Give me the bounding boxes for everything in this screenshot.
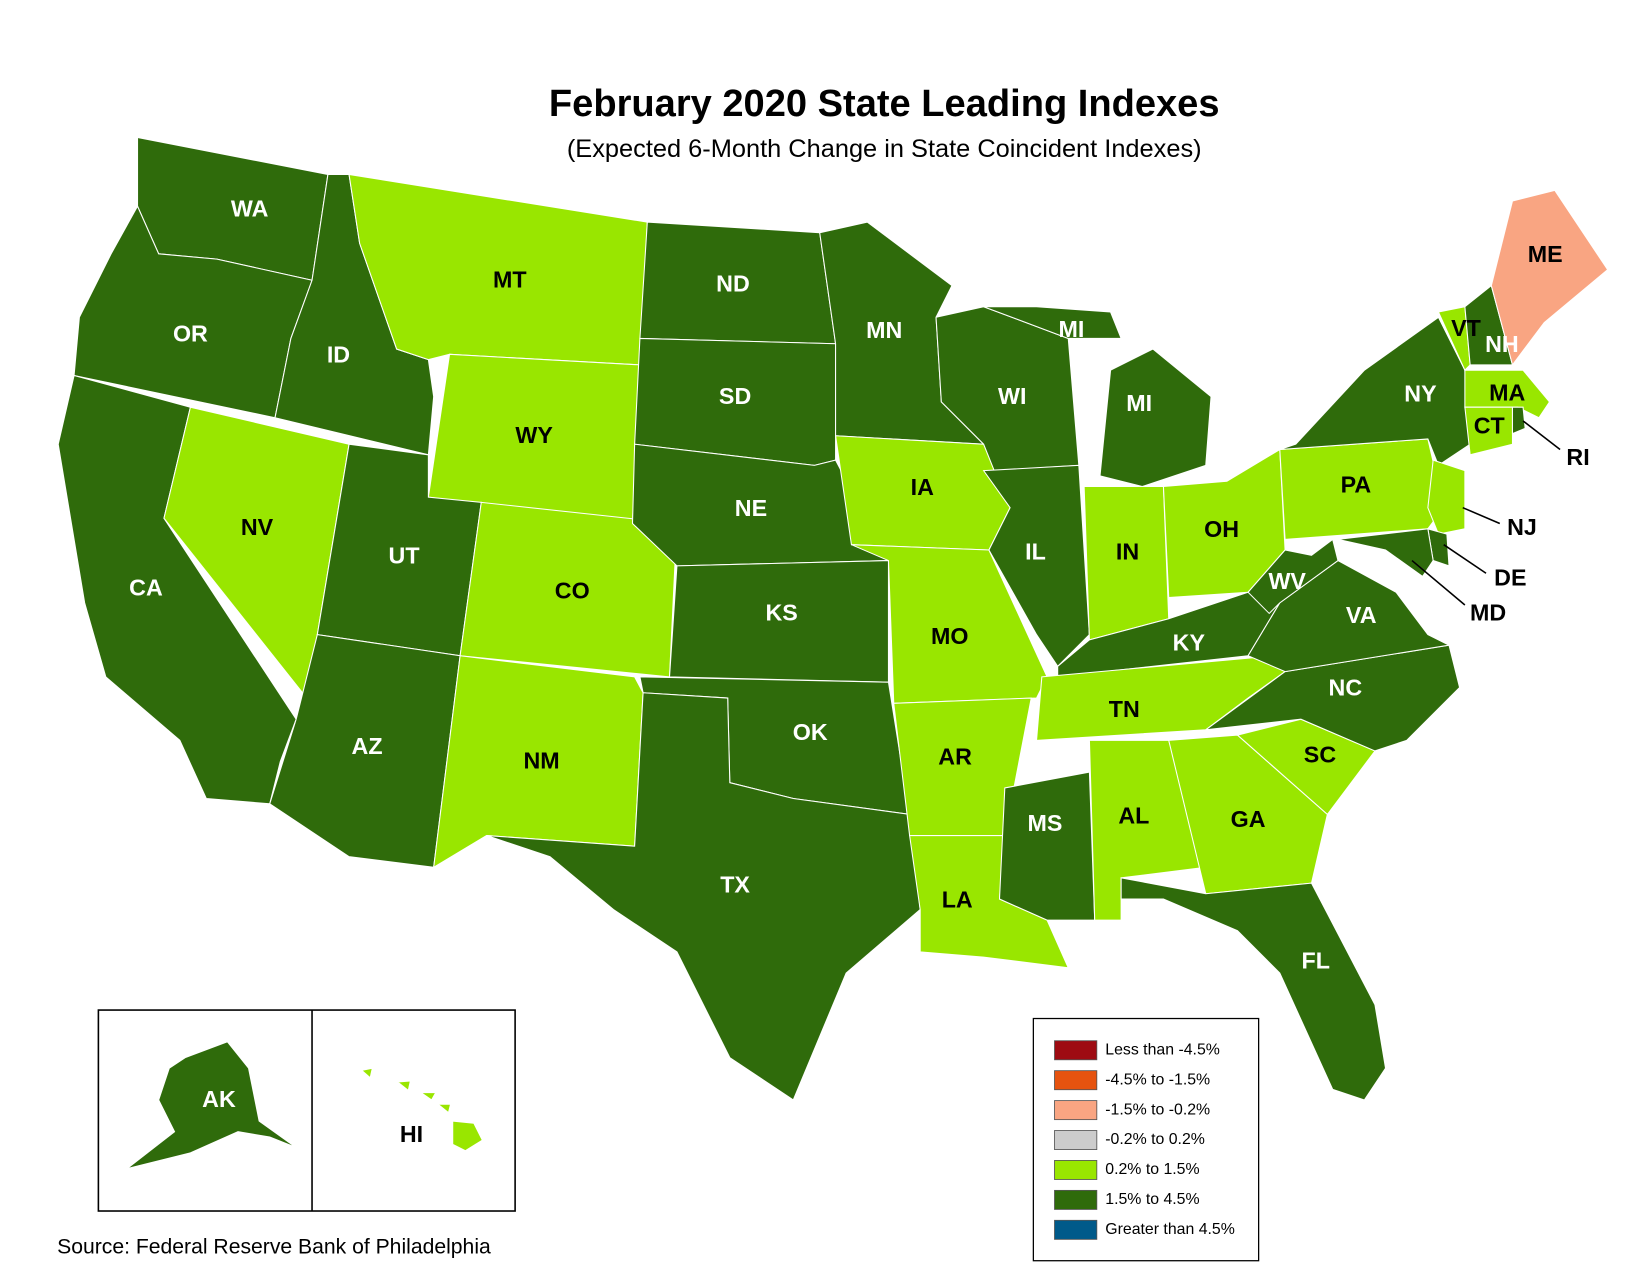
state: [1247, 538, 1339, 615]
state-label: WY: [515, 422, 553, 448]
state-label: OH: [1204, 516, 1239, 542]
state-label: SC: [1304, 741, 1337, 767]
subtitle: (Expected 6-Month Change in State Coinci…: [567, 135, 1202, 163]
state-label: OK: [793, 719, 828, 745]
state-label: UT: [389, 543, 420, 569]
state: [1427, 459, 1466, 535]
state-label: RI: [1566, 444, 1589, 470]
state-label: IL: [1025, 538, 1046, 564]
legend-swatch: [1054, 1189, 1098, 1210]
legend-label: Less than -4.5%: [1105, 1041, 1220, 1058]
legend-swatch: [1054, 1160, 1098, 1180]
state: [1337, 528, 1434, 578]
state: [396, 1080, 412, 1092]
state-label: CT: [1474, 412, 1505, 438]
state-label: MN: [866, 317, 902, 343]
state-label: MA: [1489, 380, 1525, 406]
state-label: VA: [1346, 602, 1377, 628]
legend-swatch: [1054, 1040, 1098, 1061]
state-label: ND: [716, 271, 750, 297]
state-label: WI: [998, 383, 1026, 409]
leader-line: [1522, 420, 1561, 451]
state-label: ID: [327, 342, 350, 368]
state-label: MS: [1028, 810, 1063, 836]
state-label: NE: [735, 495, 767, 521]
state-label: IA: [911, 474, 934, 500]
state-label: NJ: [1507, 514, 1537, 540]
state: [360, 1067, 374, 1079]
state-label: CA: [129, 574, 163, 600]
source: Source: Federal Reserve Bank of Philadel…: [57, 1236, 491, 1259]
state-label: AZ: [352, 733, 383, 759]
legend-label: -4.5% to -1.5%: [1105, 1071, 1210, 1088]
state-label: CO: [555, 577, 590, 603]
legend-swatch: [1054, 1219, 1098, 1240]
legend-swatch: [1054, 1100, 1098, 1121]
legend-swatch: [1054, 1130, 1098, 1150]
state-label: TX: [720, 871, 750, 897]
state-label: NM: [523, 748, 559, 774]
state-label: MI: [1059, 316, 1085, 342]
state-label: LA: [942, 886, 973, 912]
state: [1120, 877, 1387, 1101]
legend-label: -0.2% to 0.2%: [1105, 1131, 1205, 1148]
state: [982, 464, 1090, 668]
legend-label: 1.5% to 4.5%: [1105, 1191, 1199, 1208]
leader-line: [1411, 559, 1466, 606]
legend-label: 0.2% to 1.5%: [1105, 1161, 1199, 1178]
state-label: SD: [719, 383, 751, 409]
state: [436, 1103, 452, 1114]
state-label: MT: [493, 266, 527, 292]
state-label: VT: [1451, 315, 1481, 341]
state-label: NY: [1404, 381, 1437, 407]
state-label: IN: [1116, 538, 1139, 564]
state-label: WV: [1268, 568, 1306, 594]
state-label: DE: [1494, 565, 1526, 591]
state: [1279, 316, 1471, 467]
inset-box: [97, 1009, 516, 1212]
state-label: PA: [1341, 472, 1372, 498]
state: [1464, 406, 1514, 456]
legend-swatch: [1054, 1070, 1098, 1091]
title: February 2020 State Leading Indexes: [549, 83, 1220, 125]
state: [419, 1092, 437, 1101]
state: [983, 306, 1122, 339]
state: [1099, 348, 1212, 488]
state-label: MD: [1470, 600, 1506, 626]
state: [998, 771, 1096, 921]
state-label: KS: [765, 600, 797, 626]
state-label: MO: [931, 623, 968, 649]
state-label: KY: [1173, 629, 1206, 655]
states: [57, 136, 1609, 1170]
state-label: HI: [400, 1121, 423, 1147]
state-label: FL: [1302, 948, 1330, 974]
state-label: OR: [173, 320, 208, 346]
state-label: WA: [231, 196, 269, 222]
state-label: AL: [1118, 803, 1149, 829]
labels: WA OR CA NV ID MT WY UT CO AZ NM ND SD NE KS OK TX MN IA MO…: [129, 196, 1589, 1147]
state-label: MI: [1126, 390, 1152, 416]
legend-label: -1.5% to -0.2%: [1105, 1101, 1210, 1118]
state-label: AK: [202, 1086, 236, 1112]
state: [1511, 406, 1526, 435]
state: [126, 1041, 297, 1170]
state-label: GA: [1231, 806, 1266, 832]
state-label: NH: [1485, 331, 1519, 357]
state-label: AR: [938, 743, 972, 769]
state-label: NV: [241, 514, 274, 540]
legend-label: Greater than 4.5%: [1105, 1221, 1235, 1238]
leader-line: [1462, 506, 1501, 525]
state-label: ME: [1528, 241, 1563, 267]
state-label: NC: [1329, 675, 1363, 701]
state: [452, 1120, 484, 1152]
state: [1168, 734, 1328, 895]
state-label: TN: [1109, 696, 1140, 722]
leader-line: [1443, 544, 1487, 574]
state: [486, 692, 921, 1101]
state: [1490, 189, 1609, 367]
